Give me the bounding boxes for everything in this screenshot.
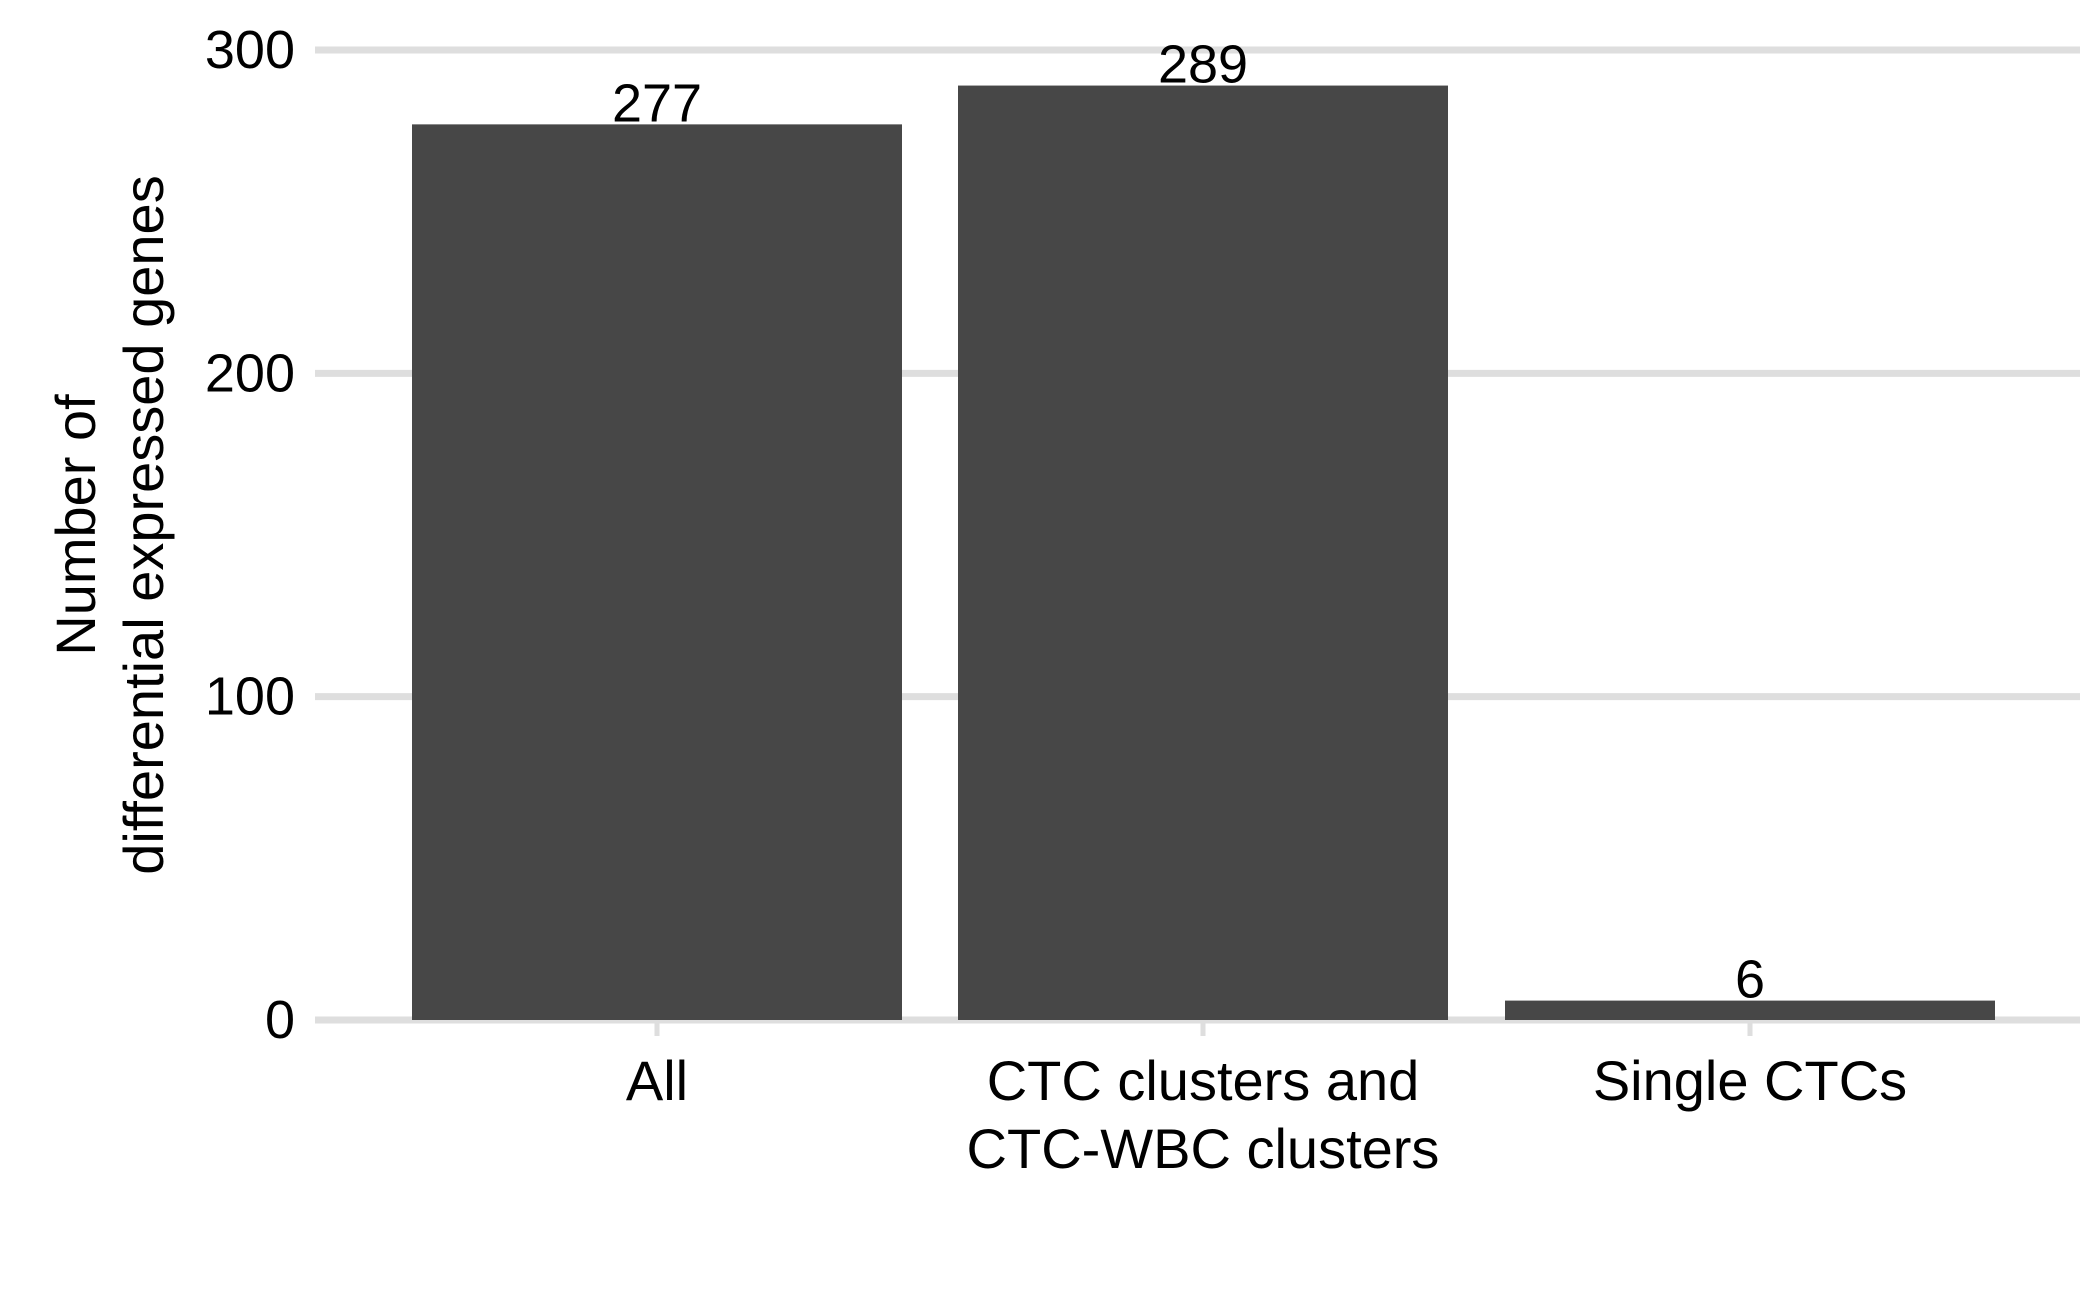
bar-1 [958,85,1448,1021]
x-tick-label-1: CTC clusters and CTC-WBC clusters [967,1049,1440,1180]
bars [412,85,1995,1021]
x-tick-label-0: All [626,1049,688,1112]
x-axis-ticks [654,1020,1753,1036]
bar-0 [412,124,902,1020]
y-axis-label: Number ofdifferential expressed genes [44,175,175,874]
data-label-2: 6 [1735,950,1765,1010]
y-axis-tick-labels: 0 100 200 300 [205,20,295,1050]
y-tick-label-300: 300 [205,20,295,80]
bar-2 [1505,1000,1995,1020]
x-axis-tick-labels: All CTC clusters and CTC-WBC clusters Singl… [626,1049,1907,1180]
y-tick-label-0: 0 [265,990,295,1050]
y-tick-label-200: 200 [205,343,295,403]
x-tick-label-2: Single CTCs [1593,1049,1907,1112]
data-label-1: 289 [1158,35,1248,95]
data-labels: 277 289 6 [612,35,1765,1010]
data-label-0: 277 [612,73,702,133]
y-tick-label-100: 100 [205,667,295,727]
